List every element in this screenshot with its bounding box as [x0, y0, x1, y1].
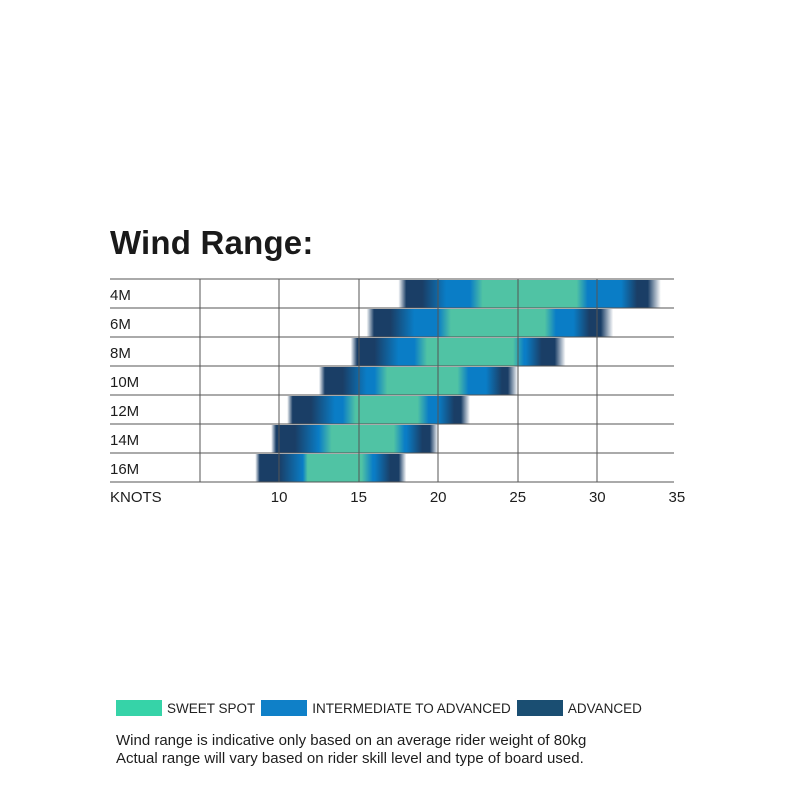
legend-label-advanced: ADVANCED: [567, 700, 642, 716]
footnote: Wind range is indicative only based on a…: [116, 732, 586, 768]
x-axis-label: KNOTS: [110, 489, 162, 506]
row-label-10m: 10M: [110, 374, 139, 391]
legend: SWEET SPOT INTERMEDIATE TO ADVANCED ADVA…: [116, 700, 648, 716]
row-label-8m: 8M: [110, 345, 131, 362]
row-label-6m: 6M: [110, 316, 131, 333]
row-label-16m: 16M: [110, 461, 139, 478]
legend-label-sweet-spot: SWEET SPOT: [167, 700, 256, 716]
labels-layer: 4M 6M 8M 10M 12M 14M 16M KNOTS 10 15 20 25 30 35: [110, 287, 685, 506]
footnote-line-2: Actual range will vary based on rider sk…: [116, 750, 584, 767]
legend-item-sweet-spot: SWEET SPOT: [116, 700, 255, 716]
row-label-14m: 14M: [110, 432, 139, 449]
chart-title: Wind Range:: [110, 224, 314, 261]
legend-label-intermediate: INTERMEDIATE TO ADVANCED: [312, 700, 511, 716]
footnote-line-1: Wind range is indicative only based on a…: [116, 732, 587, 749]
bar-6m: [366, 309, 614, 337]
legend-swatch-advanced: [516, 700, 563, 716]
x-tick-label-20: 20: [430, 489, 447, 506]
x-tick-label-35: 35: [669, 489, 686, 506]
bar-14m: [271, 425, 439, 453]
legend-swatch-intermediate: [261, 700, 308, 716]
x-tick-label-25: 25: [509, 489, 526, 506]
grid-layer: [110, 278, 674, 483]
bar-16m: [255, 454, 407, 482]
bar-12m: [287, 396, 471, 424]
x-tick-label-15: 15: [350, 489, 367, 506]
x-tick-label-10: 10: [271, 489, 288, 506]
bar-10m: [318, 367, 518, 395]
row-label-4m: 4M: [110, 287, 131, 304]
bars-layer: [255, 280, 661, 482]
x-tick-label-30: 30: [589, 489, 606, 506]
legend-swatch-sweet-spot: [116, 700, 162, 716]
legend-item-advanced: ADVANCED: [516, 700, 642, 716]
legend-item-intermediate: INTERMEDIATE TO ADVANCED: [261, 700, 511, 716]
bar-8m: [350, 338, 566, 366]
bar-4m: [398, 280, 661, 308]
row-label-12m: 12M: [110, 403, 139, 420]
